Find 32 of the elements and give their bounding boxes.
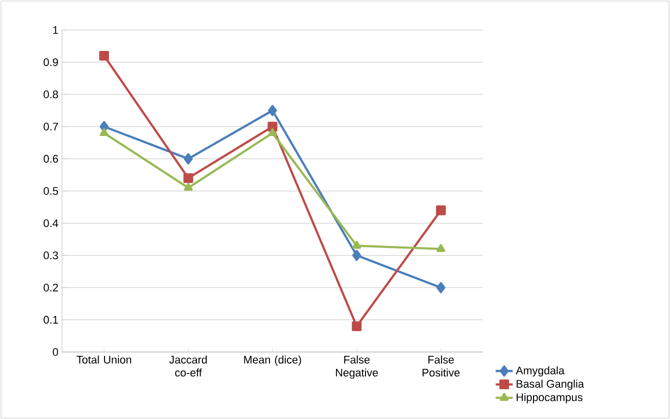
y-tick-label: 0.4: [44, 219, 58, 228]
legend-label: Amygdala: [516, 366, 565, 376]
point: [436, 282, 446, 294]
x-tick-label: Total Union: [76, 356, 132, 364]
x-tick-label: Jaccard co-eff: [169, 356, 207, 377]
x-tick-label: False Positive: [422, 356, 460, 377]
y-tick-label: 0.1: [44, 316, 58, 324]
y-tick-label: 0.3: [44, 252, 58, 260]
point: [99, 50, 109, 61]
x-tick-label: Mean (dice): [244, 356, 302, 366]
point: [268, 104, 277, 116]
y-tick-label: 0.9: [44, 58, 58, 66]
legend-label: Basal Ganglia: [516, 380, 584, 390]
point: [183, 173, 194, 183]
y-tick-label: 0.5: [44, 187, 58, 195]
y-tick-label: 0.7: [44, 122, 58, 130]
y-tick-label: 1: [53, 26, 58, 34]
point: [184, 182, 193, 191]
point: [436, 244, 446, 252]
y-tick-label: 0: [52, 348, 58, 356]
point: [436, 205, 446, 216]
x-tick-label: False Negative: [336, 356, 378, 379]
y-tick-label: 0.2: [44, 284, 58, 292]
legend-label: Hippocampus: [516, 393, 582, 404]
y-tick-label: 0.6: [44, 154, 58, 163]
point: [268, 128, 277, 136]
point: [352, 321, 362, 332]
point: [100, 128, 108, 136]
point: [352, 240, 362, 249]
y-tick-label: 0.8: [44, 90, 58, 98]
point: [352, 250, 362, 261]
point: [184, 153, 193, 164]
